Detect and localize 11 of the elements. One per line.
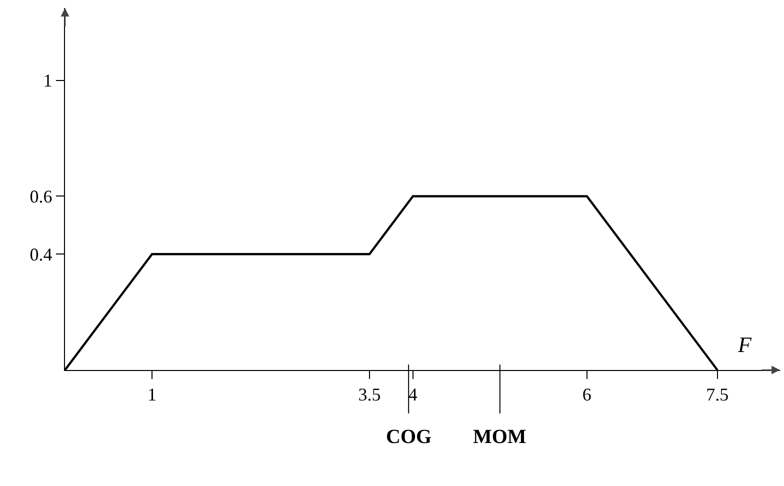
y-tick-label: 0.6 bbox=[30, 186, 52, 207]
x-tick-label: 1 bbox=[147, 384, 156, 405]
ref-line-label: MOM bbox=[473, 426, 526, 448]
ref-line-label: COG bbox=[386, 426, 432, 448]
y-tick-label: 1 bbox=[43, 70, 52, 91]
x-tick-label: 4 bbox=[408, 384, 418, 405]
x-tick-label: 6 bbox=[582, 384, 592, 405]
x-tick-label: 7.5 bbox=[706, 384, 729, 405]
x-tick-label: 3.5 bbox=[358, 384, 381, 405]
x-axis-title: F bbox=[737, 332, 752, 357]
y-tick-label: 0.4 bbox=[30, 244, 52, 264]
